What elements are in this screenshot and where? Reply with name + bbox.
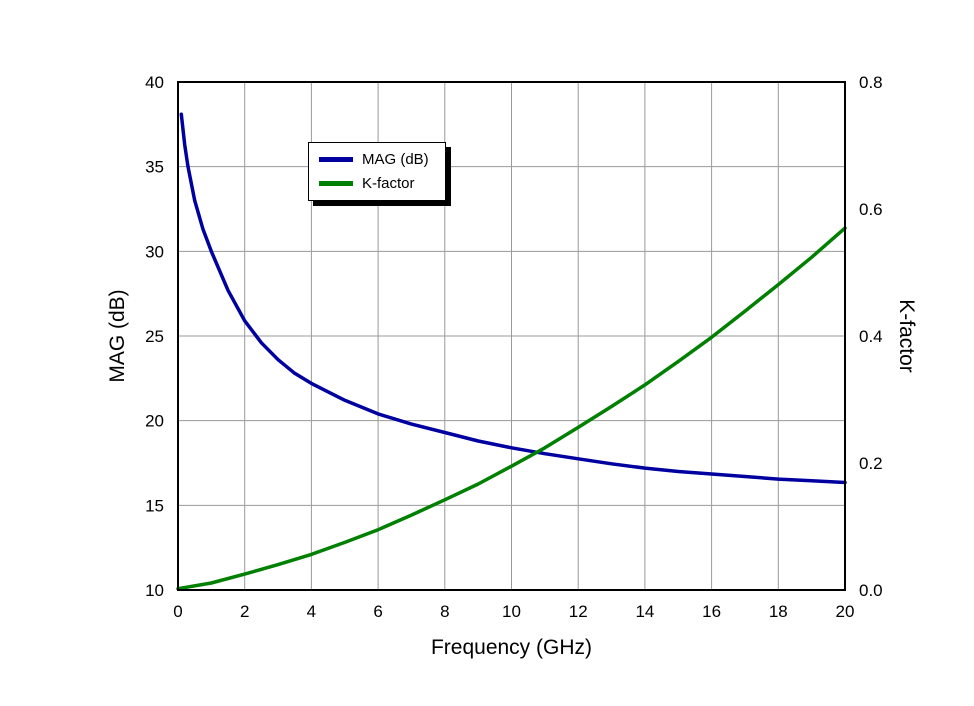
x-tick-label: 6: [373, 602, 382, 621]
plot-frame: [177, 81, 846, 591]
legend-label-mag: MAG (dB): [362, 151, 429, 168]
legend-swatch-mag-icon: [319, 157, 353, 162]
x-tick-label: 2: [240, 602, 249, 621]
y-right-tick-label: 0.8: [859, 73, 883, 92]
x-tick-label: 14: [635, 602, 654, 621]
x-tick-label: 16: [702, 602, 721, 621]
y-left-tick-label: 35: [145, 158, 164, 177]
y-right-tick-label: 0.2: [859, 454, 883, 473]
y-left-tick-label: 30: [145, 242, 164, 261]
y-right-tick-label: 0.0: [859, 581, 883, 600]
y-axis-title-left: MAG (dB): [106, 289, 129, 383]
x-tick-label: 18: [769, 602, 788, 621]
legend-entry-mag: MAG (dB): [319, 151, 429, 168]
legend: MAG (dB) K-factor: [308, 142, 446, 201]
series-line-k-factor: [176, 226, 847, 591]
x-tick-label: 0: [173, 602, 182, 621]
series-line-mag-db-: [179, 112, 847, 485]
x-tick-label: 12: [569, 602, 588, 621]
y-left-tick-label: 10: [145, 581, 164, 600]
x-tick-label: 10: [502, 602, 521, 621]
legend-entry-kfactor: K-factor: [319, 175, 429, 192]
legend-swatch-kfactor-icon: [319, 181, 353, 186]
x-axis-title: Frequency (GHz): [430, 636, 593, 659]
x-tick-label: 20: [836, 602, 855, 621]
y-axis-title-right: K-factor: [895, 299, 918, 373]
x-tick-label: 4: [307, 602, 316, 621]
y-right-tick-label: 0.4: [859, 327, 883, 346]
y-left-tick-label: 15: [145, 496, 164, 515]
x-tick-label: 8: [440, 602, 449, 621]
y-left-tick-label: 20: [145, 412, 164, 431]
legend-label-kfactor: K-factor: [362, 175, 415, 192]
y-left-tick-label: 40: [145, 73, 164, 92]
y-right-tick-label: 0.6: [859, 200, 883, 219]
y-left-tick-label: 25: [145, 327, 164, 346]
